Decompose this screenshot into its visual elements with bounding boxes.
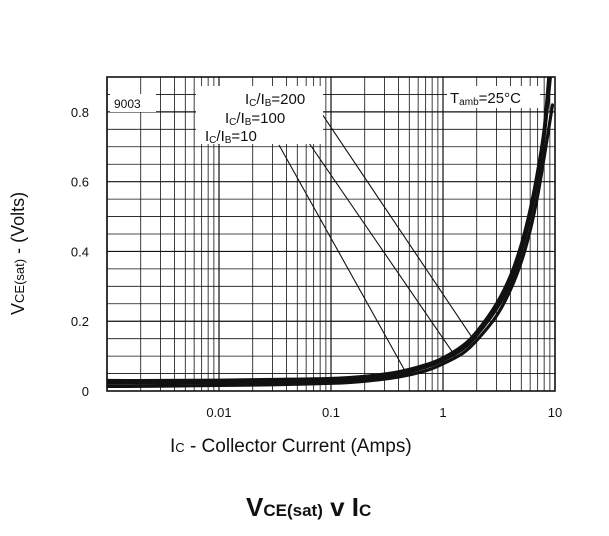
- leader-line-ic-ib-200: [317, 107, 473, 338]
- x-axis-label: IC - Collector Current (Amps): [170, 436, 412, 457]
- series-label-bg: [196, 86, 323, 144]
- tick-labels: 0.01 0.1 1 10 0 0.2 0.4 0.6 0.8: [71, 105, 562, 420]
- y-tick-label: 0.8: [71, 105, 89, 120]
- curves: [107, 77, 555, 389]
- y-tick-label: 0.4: [71, 244, 89, 259]
- chart-title: VCE(sat) v IC: [246, 492, 371, 522]
- x-tick-label: 0.1: [322, 405, 340, 420]
- condition-label-bg: [447, 86, 540, 108]
- figure-code: 9003: [114, 97, 141, 111]
- y-tick-label: 0.2: [71, 314, 89, 329]
- label-leader-lines: [278, 107, 473, 376]
- series-label-ic-ib-100: IC/IB=100: [225, 110, 285, 128]
- series-label-ic-ib-10: IC/IB=10: [205, 128, 257, 146]
- y-tick-label: 0: [82, 384, 89, 399]
- leader-line-ic-ib-10: [278, 144, 408, 376]
- x-tick-label: 0.01: [206, 405, 231, 420]
- series-label-ic-ib-200: IC/IB=200: [245, 91, 305, 109]
- code-label-bg: [110, 94, 156, 112]
- y-axis-label: VCE(sat) - (Volts): [8, 192, 28, 315]
- leader-line-ic-ib-100: [297, 126, 455, 355]
- plot-frame: [106, 76, 556, 392]
- series-line-ic-ib-10: [107, 103, 555, 389]
- condition-label: Tamb=25°C: [450, 90, 521, 108]
- x-tick-label: 1: [439, 405, 446, 420]
- series-line-ic-ib-100: [107, 77, 553, 385]
- y-tick-label: 0.6: [71, 175, 89, 190]
- x-tick-label: 10: [548, 405, 562, 420]
